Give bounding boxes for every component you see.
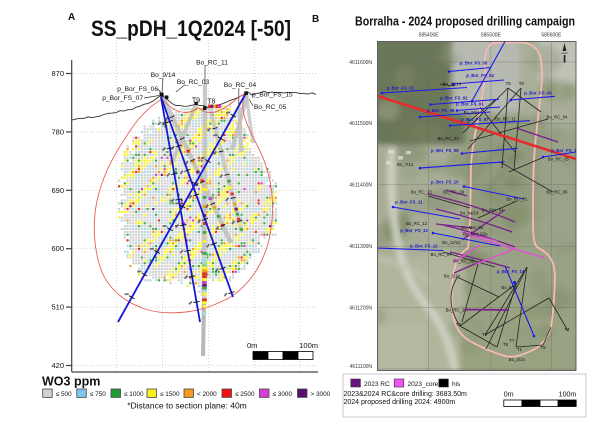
svg-text:p_Bor_FS_05: p_Bor_FS_05: [460, 60, 488, 65]
svg-text:Bo_RC_01: Bo_RC_01: [506, 196, 528, 201]
svg-text:100m: 100m: [299, 341, 318, 350]
svg-text:T9: T9: [506, 81, 512, 86]
svg-text:0m: 0m: [247, 341, 257, 350]
svg-text:Bo_Met_04: Bo_Met_04: [482, 208, 505, 213]
svg-text:780: 780: [51, 127, 64, 136]
svg-text:Bo_Met_02: Bo_Met_02: [461, 225, 484, 230]
svg-text:Bo_12/12: Bo_12/12: [442, 240, 461, 245]
svg-text:0m: 0m: [504, 392, 514, 399]
svg-text:2023&2024 RC&core drilling: 36: 2023&2024 RC&core drilling: 3683.50m: [344, 391, 468, 398]
svg-text:SS_pDH_1Q2024 [-50]: SS_pDH_1Q2024 [-50]: [91, 16, 291, 41]
svg-text:Bo_RC_11: Bo_RC_11: [196, 60, 228, 67]
svg-text:Bo_9a/14: Bo_9a/14: [460, 211, 479, 216]
svg-text:B: B: [312, 14, 319, 25]
svg-text:T2: T2: [482, 332, 488, 337]
svg-text:4611600N: 4611600N: [349, 60, 372, 66]
svg-text:p_Bor_FS_91: p_Bor_FS_91: [456, 102, 484, 107]
svg-text:100m: 100m: [559, 392, 577, 399]
svg-text:p_Bor_FS_07: p_Bor_FS_07: [461, 117, 489, 122]
svg-text:Bo_9/14: Bo_9/14: [464, 110, 481, 115]
svg-text:Bo_RC_03: Bo_RC_03: [438, 136, 460, 141]
svg-text:T1: T1: [517, 347, 523, 352]
svg-text:p_Bor_FS_04: p_Bor_FS_04: [466, 73, 494, 78]
svg-text:≤ 1000: ≤ 1000: [124, 391, 144, 398]
svg-text:< 2000: < 2000: [197, 391, 217, 398]
svg-text:Bo_RC_02: Bo_RC_02: [453, 259, 475, 264]
svg-text:585500E: 585500E: [481, 33, 502, 39]
svg-text:p_Bor_FS_15: p_Bor_FS_15: [252, 92, 293, 99]
svg-text:T8: T8: [519, 81, 525, 86]
svg-text:4611200N: 4611200N: [349, 305, 372, 311]
svg-text:p_Bor_FS_10: p_Bor_FS_10: [431, 180, 459, 185]
svg-text:4611100N: 4611100N: [350, 364, 373, 370]
svg-text:p_Bor_FS_01: p_Bor_FS_01: [387, 86, 415, 91]
svg-text:4611500N: 4611500N: [349, 121, 372, 127]
svg-text:Bo_RC_06: Bo_RC_06: [546, 189, 568, 194]
svg-text:Bo_7/14: Bo_7/14: [397, 162, 414, 167]
svg-text:p_Bor_FS_13: p_Bor_FS_13: [400, 228, 428, 233]
svg-text:600: 600: [51, 244, 64, 253]
svg-text:p_Bor_FS_11: p_Bor_FS_11: [395, 200, 423, 205]
svg-text:p_Bor_FS_07: p_Bor_FS_07: [102, 95, 143, 102]
svg-text:≤ 3000: ≤ 3000: [273, 391, 293, 398]
svg-text:p_Bor_FS_15: p_Bor_FS_15: [551, 148, 579, 153]
svg-text:Bo_RC_09: Bo_RC_09: [443, 189, 465, 194]
svg-text:p_Bor_FS_08: p_Bor_FS_08: [427, 108, 455, 113]
svg-text:≤ 2500: ≤ 2500: [235, 391, 255, 398]
svg-text:p_Bor_FS_02: p_Bor_FS_02: [440, 95, 468, 100]
svg-text:Bo_Met_02a: Bo_Met_02a: [463, 231, 488, 236]
svg-text:Bo_RC_04: Bo_RC_04: [546, 114, 568, 119]
svg-text:≤ 750: ≤ 750: [90, 391, 106, 398]
svg-text:2023 RC: 2023 RC: [364, 381, 390, 388]
svg-text:Borralha - 2024 proposed drill: Borralha - 2024 proposed drilling campai…: [355, 14, 575, 29]
svg-text:Bo_RC_11: Bo_RC_11: [495, 116, 516, 121]
svg-text:> 3000: > 3000: [311, 391, 331, 398]
svg-text:2023_core: 2023_core: [408, 381, 439, 388]
svg-text:≤ 1500: ≤ 1500: [160, 391, 180, 398]
svg-text:A: A: [68, 12, 75, 23]
svg-text:his: his: [452, 381, 461, 388]
svg-text:≤ 500: ≤ 500: [56, 391, 72, 398]
svg-text:Bo_5/14: Bo_5/14: [444, 274, 461, 279]
svg-text:Bo_RC_13: Bo_RC_13: [411, 189, 433, 194]
svg-text:Bo_6/14: Bo_6/14: [501, 285, 518, 290]
svg-text:870: 870: [51, 69, 64, 78]
svg-text:690: 690: [51, 186, 64, 195]
svg-text:T9: T9: [192, 98, 200, 105]
svg-text:*Distance to section plane: 40: *Distance to section plane: 40m: [127, 401, 247, 411]
svg-text:T3: T3: [456, 322, 462, 327]
svg-text:585600E: 585600E: [541, 33, 562, 39]
svg-text:Bo_RC_04: Bo_RC_04: [224, 82, 257, 89]
svg-text:WO3 ppm: WO3 ppm: [42, 375, 100, 389]
svg-text:Bo_3/14: Bo_3/14: [509, 357, 526, 362]
svg-text:p_Bor_FS_06: p_Bor_FS_06: [117, 86, 158, 93]
svg-text:p_Bor_FS_09: p_Bor_FS_09: [431, 148, 459, 153]
svg-text:T7: T7: [509, 338, 515, 343]
svg-text:T4: T4: [564, 327, 570, 332]
svg-text:Bo_RC_05: Bo_RC_05: [254, 104, 287, 111]
svg-text:Bo_9/14: Bo_9/14: [151, 72, 176, 79]
svg-text:585400E: 585400E: [419, 33, 440, 39]
svg-text:Bo_RC_07: Bo_RC_07: [431, 252, 453, 257]
svg-text:510: 510: [51, 303, 64, 312]
svg-text:2024 proposed drilling 2024: 4: 2024 proposed drilling 2024: 4900m: [344, 399, 456, 406]
svg-text:Bo_RC_05: Bo_RC_05: [548, 156, 570, 161]
svg-text:T6: T6: [503, 342, 509, 347]
svg-text:Bo_RC_10: Bo_RC_10: [446, 307, 468, 312]
svg-text:Bo_RC_12: Bo_RC_12: [406, 221, 428, 226]
svg-text:p_Bor_FS_12: p_Bor_FS_12: [410, 244, 438, 249]
svg-text:Bo_RC_03: Bo_RC_03: [177, 79, 210, 86]
svg-text:Bo_10/14: Bo_10/14: [443, 82, 462, 87]
svg-text:4611300N: 4611300N: [349, 244, 372, 250]
svg-text:T8: T8: [207, 99, 215, 106]
svg-text:420: 420: [51, 361, 64, 370]
svg-text:p_Bor_FS_14: p_Bor_FS_14: [497, 269, 525, 274]
svg-text:p_Bor_FS_06: p_Bor_FS_06: [524, 90, 552, 95]
svg-text:4611400N: 4611400N: [349, 183, 372, 189]
svg-text:T5: T5: [540, 345, 546, 350]
